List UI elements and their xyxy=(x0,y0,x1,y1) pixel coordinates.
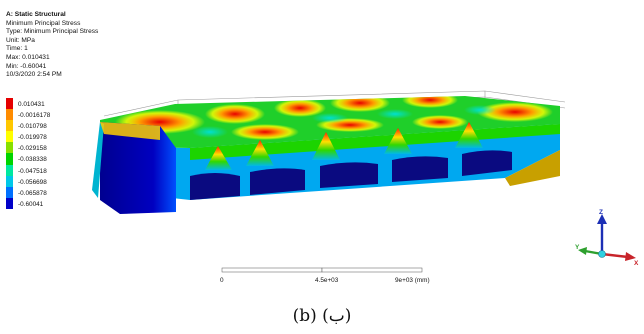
coordinate-triad[interactable] xyxy=(578,214,636,261)
legend-swatch xyxy=(6,98,13,110)
result-type: Type: Minimum Principal Stress xyxy=(6,28,99,36)
triad-x-label: X xyxy=(634,260,639,267)
scale-label-end: 9e+03 (mm) xyxy=(395,277,430,284)
scale-label-mid: 4.5e+03 xyxy=(315,277,339,284)
legend-value: -0.019978 xyxy=(18,134,47,142)
legend-swatch xyxy=(6,175,13,187)
result-timestamp: 10/3/2020 2:54 PM xyxy=(6,71,62,79)
result-time: Time: 1 xyxy=(6,45,28,53)
legend-swatch xyxy=(6,164,13,176)
scale-bar xyxy=(221,267,423,273)
legend-swatch xyxy=(6,153,13,165)
arch-openings xyxy=(190,150,560,200)
result-name: Minimum Principal Stress xyxy=(6,19,81,27)
figure-caption: (b) (ب) xyxy=(292,306,352,326)
results-info-panel: A: Static Structural Minimum Principal S… xyxy=(6,11,98,80)
legend-value: -0.0016178 xyxy=(18,112,51,120)
legend-value: -0.056698 xyxy=(18,178,47,186)
result-min: Min: -0.60041 xyxy=(6,62,47,70)
legend-value: -0.60041 xyxy=(18,200,44,208)
analysis-title: A: Static Structural xyxy=(6,11,66,18)
legend-value: 0.010431 xyxy=(18,101,45,108)
legend-value: -0.038338 xyxy=(18,156,47,164)
legend-swatch xyxy=(6,142,13,154)
legend-swatch xyxy=(6,109,13,121)
legend-swatch xyxy=(6,186,13,198)
scale-label-start: 0 xyxy=(220,277,224,284)
legend-value: -0.029158 xyxy=(18,145,47,153)
legend-swatch xyxy=(6,120,13,132)
end-face-left xyxy=(92,122,176,214)
stress-cones xyxy=(205,122,483,170)
result-max: Max: 0.010431 xyxy=(6,53,50,61)
triad-z-label: Z xyxy=(599,209,603,216)
result-unit: Unit: MPa xyxy=(6,36,35,44)
triad-origin-sphere xyxy=(598,250,606,258)
legend-value: -0.010798 xyxy=(18,123,47,131)
x-axis-arrow xyxy=(601,252,629,259)
x-arrow-head-icon xyxy=(625,252,636,261)
legend-swatch xyxy=(6,131,13,143)
triad-y-label: Y xyxy=(575,244,580,251)
y-arrow-head-icon xyxy=(578,247,587,255)
legend-value: -0.047518 xyxy=(18,167,47,175)
legend-swatch xyxy=(6,197,13,209)
legend-value: -0.065878 xyxy=(18,189,47,197)
model-viewport[interactable] xyxy=(0,0,644,300)
top-surface xyxy=(100,96,560,148)
z-arrow-head-icon xyxy=(597,214,607,224)
